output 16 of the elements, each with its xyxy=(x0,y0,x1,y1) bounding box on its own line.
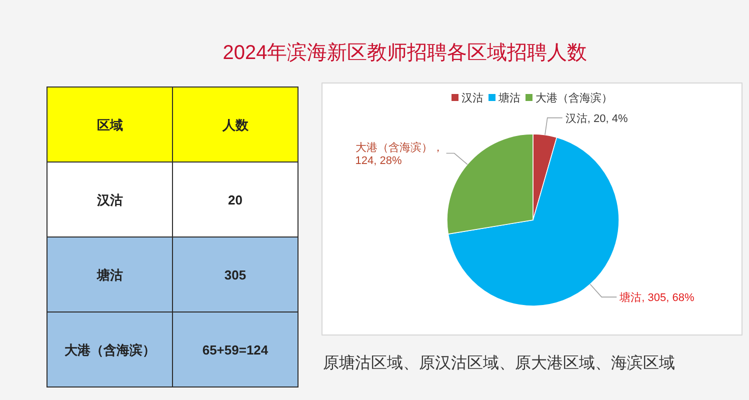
category-label: 区域 xyxy=(96,118,123,132)
chart-title: 2024年滨海新区教师招聘各区域招聘人数 xyxy=(222,42,588,64)
data-label: 大港（含海滨）， 124, 28% xyxy=(355,140,444,167)
text: 原塘沽区域、原汉沽区域、原大港区域、海滨区域 xyxy=(323,354,675,372)
legend-label: 汉沽 xyxy=(462,92,484,104)
text: 塘沽 xyxy=(96,268,123,282)
text: 20 xyxy=(228,192,242,208)
data-label: 汉沽, 20, 4% xyxy=(565,112,628,125)
text: 大港（含海滨） xyxy=(64,342,156,358)
legend-label: 大港（含海滨） xyxy=(536,92,612,104)
category-label: 人数 xyxy=(221,118,250,132)
text: 汉沽 xyxy=(96,192,123,208)
text: 305 xyxy=(224,268,246,282)
legend-label: 塘沽 xyxy=(498,92,520,104)
text: 65+59=124 xyxy=(202,342,268,358)
data-label: 塘沽, 305, 68% xyxy=(618,291,694,304)
